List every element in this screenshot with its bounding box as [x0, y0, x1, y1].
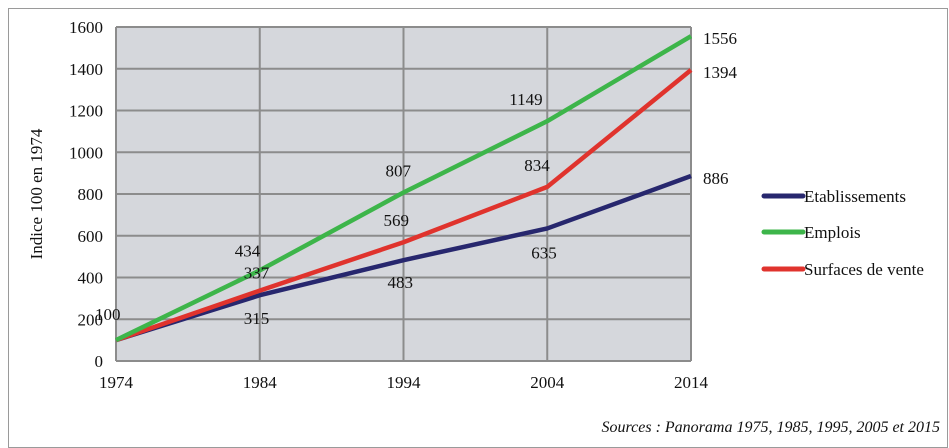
data-label-surfaces-de-vente-2004: 834 [524, 156, 550, 175]
series-line-surfaces-de-vente [115, 68, 693, 343]
y-tick-1000: 1000 [69, 143, 103, 162]
data-label-etablissements-1984: 315 [244, 309, 270, 328]
data-label-surfaces-de-vente-1994: 569 [384, 211, 410, 230]
series-line-emplois [115, 34, 693, 343]
legend-label-emplois: Emplois [804, 223, 861, 242]
y-tick-0: 0 [95, 352, 104, 371]
data-label-etablissements-2004: 635 [531, 243, 557, 262]
data-label-emplois-1994: 807 [386, 162, 412, 181]
source-note: Sources : Panorama 1975, 1985, 1995, 200… [602, 419, 941, 436]
y-tick-800: 800 [78, 185, 104, 204]
legend-label-surfaces-de-vente: Surfaces de vente [804, 260, 924, 279]
data-labels: 315 483 635 886 434 807 1149 1556 100 337 569 834 13… [95, 29, 738, 328]
x-tick-1974: 1974 [99, 373, 134, 392]
data-label-surfaces-de-vente-1984: 337 [244, 264, 270, 283]
data-label-emplois-2014: 1556 [703, 29, 737, 48]
legend: Etablissements Emplois Surfaces de vente [761, 187, 924, 279]
y-tick-400: 400 [78, 269, 104, 288]
y-tick-1400: 1400 [69, 60, 103, 79]
x-tick-2004: 2004 [530, 373, 565, 392]
y-tick-1600: 1600 [69, 18, 103, 37]
y-tick-200: 200 [78, 310, 104, 329]
x-tick-labels: 1974 1984 1994 2004 2014 [99, 373, 709, 392]
y-tick-600: 600 [78, 227, 104, 246]
series-lines [115, 34, 693, 343]
data-label-surfaces-de-vente-1974: 100 [95, 305, 121, 324]
x-tick-1994: 1994 [387, 373, 422, 392]
gridlines [115, 26, 692, 362]
data-label-etablissements-2014: 886 [703, 169, 729, 188]
x-tick-1984: 1984 [243, 373, 278, 392]
y-axis-label: Indice 100 en 1974 [27, 128, 46, 259]
data-label-emplois-1984: 434 [235, 241, 261, 260]
x-tick-2014: 2014 [674, 373, 709, 392]
data-label-etablissements-1994: 483 [388, 273, 414, 292]
y-tick-labels: 0 200 400 600 800 1000 1200 1400 1600 [69, 18, 103, 371]
series-line-etablissements [115, 173, 692, 343]
y-tick-1200: 1200 [69, 102, 103, 121]
data-label-emplois-2004: 1149 [509, 90, 542, 109]
legend-label-etablissements: Etablissements [804, 187, 906, 206]
data-label-surfaces-de-vente-2014: 1394 [703, 63, 738, 82]
